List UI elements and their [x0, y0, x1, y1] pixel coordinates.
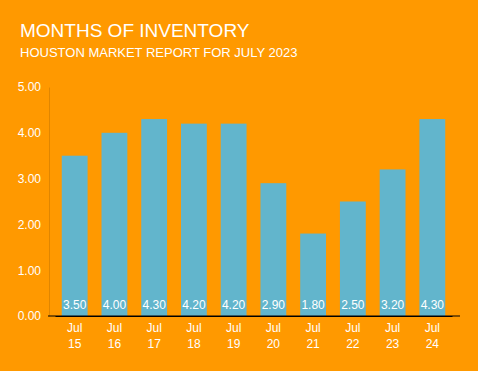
data-label: 1.80 [301, 298, 325, 312]
x-tick-label-line: Jul [226, 321, 241, 335]
x-tick-label: Jul 20 [266, 321, 281, 351]
x-tick-label-line: Jul [305, 321, 320, 335]
y-tick-label: 1.00 [18, 264, 42, 278]
x-tick-label: Jul 16 [107, 321, 122, 351]
bar [181, 124, 207, 316]
data-label: 4.20 [222, 298, 246, 312]
x-tick-label-line: 22 [346, 337, 360, 351]
x-tick: Jul 20 [266, 316, 281, 351]
data-label: 4.20 [182, 298, 206, 312]
x-tick-label: Jul 23 [385, 321, 400, 351]
y-tick: 4.00 [18, 126, 49, 140]
title: MONTHS OF INVENTORY [20, 20, 250, 41]
x-tick-label-line: 15 [68, 337, 82, 351]
data-label: 4.00 [103, 298, 127, 312]
x-tick-label-line: 20 [267, 337, 281, 351]
x-tick-label-line: 21 [306, 337, 320, 351]
bar [380, 169, 406, 316]
bar [419, 119, 445, 316]
data-label: 3.20 [381, 298, 405, 312]
bar [300, 234, 326, 316]
y-tick-label: 3.00 [18, 172, 42, 186]
bar [62, 156, 88, 316]
x-tick-label-line: Jul [345, 321, 360, 335]
x-tick: Jul 23 [385, 316, 400, 351]
x-tick: Jul 21 [305, 316, 320, 351]
x-tick-label-line: 18 [187, 337, 201, 351]
x-tick-label: Jul 15 [67, 321, 82, 351]
data-label: 4.30 [142, 298, 166, 312]
x-tick-label-line: 24 [426, 337, 440, 351]
x-tick-label: Jul 21 [305, 321, 320, 351]
bars [62, 119, 445, 316]
y-tick-label: 2.00 [18, 218, 42, 232]
x-tick-label-line: Jul [186, 321, 201, 335]
x-tick: Jul 22 [345, 316, 360, 351]
y-tick: 1.00 [18, 264, 49, 278]
x-tick: Jul 18 [186, 316, 201, 351]
data-labels: 3.50 4.00 4.30 4.20 4.20 2.90 1.80 2.50 3.20 4.30 [63, 298, 444, 312]
bar [101, 133, 127, 316]
subtitle: HOUSTON MARKET REPORT FOR JULY 2023 [20, 45, 297, 60]
x-tick-label: Jul 22 [345, 321, 360, 351]
chart: MONTHS OF INVENTORY HOUSTON MARKET REPORT… [0, 0, 478, 371]
x-tick-label-line: 16 [108, 337, 122, 351]
y-tick: 3.00 [18, 172, 49, 186]
x-tick-label: Jul 18 [186, 321, 201, 351]
x-tick-label-line: 19 [227, 337, 241, 351]
background [0, 0, 478, 371]
y-axis: 0.00 1.00 2.00 3.00 4.00 5.00 [18, 80, 50, 323]
x-tick-label-line: Jul [67, 321, 82, 335]
data-label: 4.30 [421, 298, 445, 312]
x-tick-label-line: Jul [425, 321, 440, 335]
x-axis-line [56, 316, 453, 317]
x-tick: Jul 24 [425, 316, 440, 351]
y-tick-label: 5.00 [18, 80, 42, 94]
baseline [48, 316, 460, 317]
x-tick: Jul 17 [146, 316, 161, 351]
x-tick-label-line: Jul [107, 321, 122, 335]
x-axis: Jul 15 Jul 16 Jul 17 Jul 18 Jul 19 Jul 20 Jul 21 Jul 22… [56, 316, 453, 351]
bar [141, 119, 167, 316]
y-tick: 5.00 [18, 80, 49, 94]
data-label: 2.50 [341, 298, 365, 312]
x-tick-label-line: Jul [146, 321, 161, 335]
data-label: 3.50 [63, 298, 87, 312]
data-label: 2.90 [262, 298, 286, 312]
y-axis-line [49, 88, 50, 317]
x-tick-label-line: 17 [147, 337, 161, 351]
y-tick-label: 0.00 [18, 309, 42, 323]
x-tick-label: Jul 17 [146, 321, 161, 351]
x-tick: Jul 15 [67, 316, 82, 351]
y-tick: 2.00 [18, 218, 49, 232]
y-tick: 0.00 [18, 309, 49, 323]
x-tick-label-line: Jul [266, 321, 281, 335]
x-tick-label: Jul 19 [226, 321, 241, 351]
x-tick-label: Jul 24 [425, 321, 440, 351]
bar [221, 124, 247, 316]
x-tick: Jul 19 [226, 316, 241, 351]
x-tick-label-line: Jul [385, 321, 400, 335]
y-tick-label: 4.00 [18, 126, 42, 140]
x-tick: Jul 16 [107, 316, 122, 351]
x-tick-label-line: 23 [386, 337, 400, 351]
bar [260, 183, 286, 316]
bar [340, 202, 366, 317]
